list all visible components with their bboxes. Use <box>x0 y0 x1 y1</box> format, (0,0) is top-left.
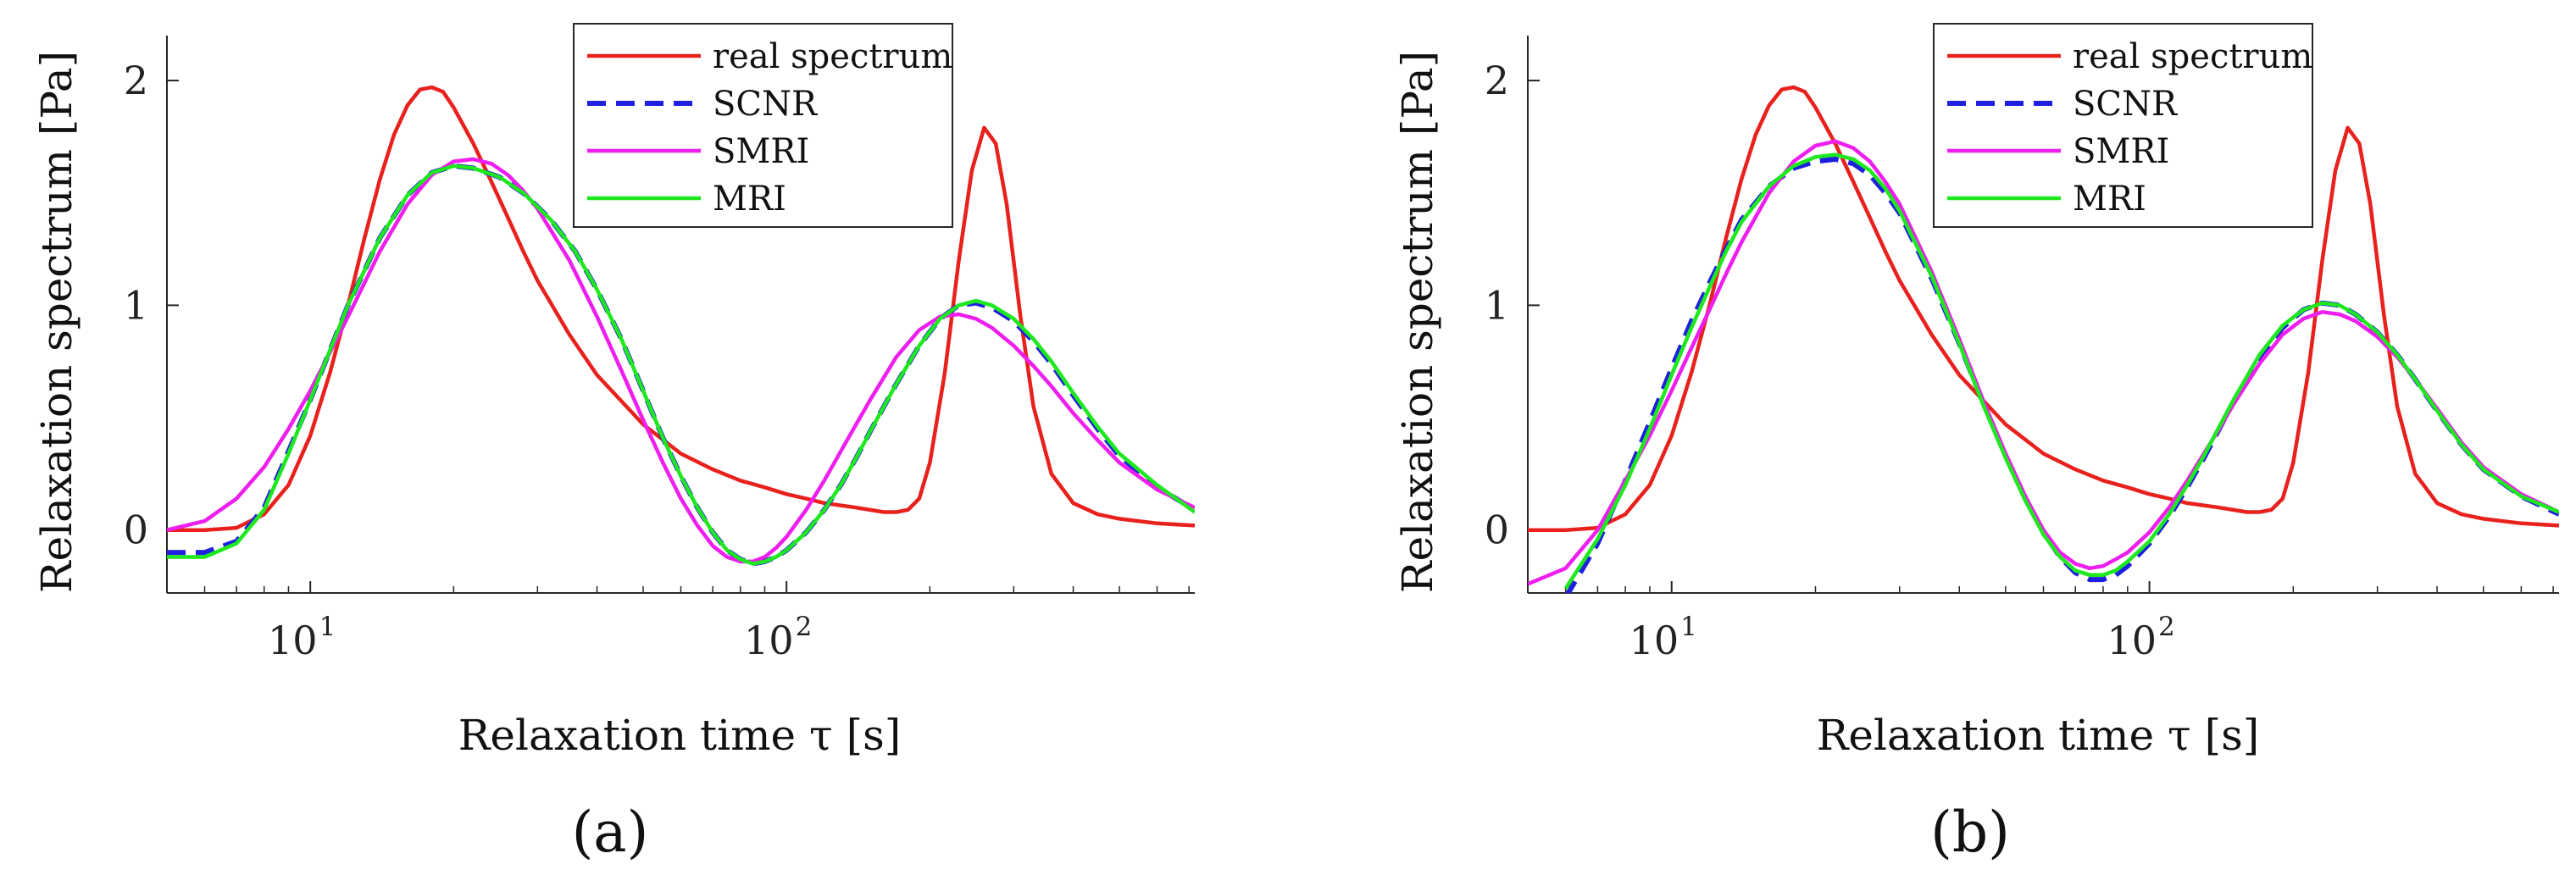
panel-a: Relaxation spectrum [Pa] Relaxation time… <box>32 23 1195 865</box>
legend-label: SCNR <box>2073 85 2179 124</box>
legend-label: real spectrum <box>2073 37 2312 76</box>
y-tick-label: 1 <box>124 282 148 328</box>
series-line-mri <box>1563 152 2559 590</box>
x-axis-label: Relaxation time τ [s] <box>1817 711 2260 760</box>
series-line-smri <box>167 157 1195 564</box>
y-axis-label: Relaxation spectrum [Pa] <box>32 51 81 593</box>
legend: real spectrum SCNR SMRI MRI <box>1933 23 2313 228</box>
legend: real spectrum SCNR SMRI MRI <box>573 23 953 228</box>
series-line-smri <box>1528 139 2559 586</box>
legend-label: SMRI <box>713 132 809 171</box>
y-tick-label: 2 <box>1485 58 1509 103</box>
series-line-real-spectrum <box>1528 85 2559 532</box>
x-tick-exponent: 2 <box>796 612 813 642</box>
y-tick-label: 0 <box>124 507 148 553</box>
panel-label: (b) <box>1930 800 2010 865</box>
legend-label: real spectrum <box>713 37 952 76</box>
y-tick-label: 0 <box>1485 507 1509 553</box>
x-tick-label: 102 <box>2107 612 2174 663</box>
panel-b: Relaxation spectrum [Pa] Relaxation time… <box>1393 23 2559 865</box>
y-tick-label: 2 <box>124 58 148 103</box>
legend-label: SMRI <box>2073 132 2169 171</box>
y-axis-label: Relaxation spectrum [Pa] <box>1393 51 1442 593</box>
x-tick-label: 101 <box>268 612 336 663</box>
legend-label: SCNR <box>713 85 819 124</box>
x-tick-exponent: 1 <box>319 612 336 642</box>
x-tick-exponent: 1 <box>1680 612 1697 642</box>
legend-label: MRI <box>2073 180 2146 219</box>
x-axis-label: Relaxation time τ [s] <box>458 711 902 760</box>
panel-label: (a) <box>572 800 649 865</box>
x-tick-exponent: 2 <box>2158 612 2175 642</box>
legend-label: MRI <box>713 180 786 219</box>
y-tick-label: 1 <box>1485 282 1509 328</box>
series-line-mri <box>167 163 1195 566</box>
x-tick-label: 101 <box>1629 612 1697 663</box>
series-line-real-spectrum <box>167 85 1195 532</box>
x-tick-label: 102 <box>744 612 812 663</box>
